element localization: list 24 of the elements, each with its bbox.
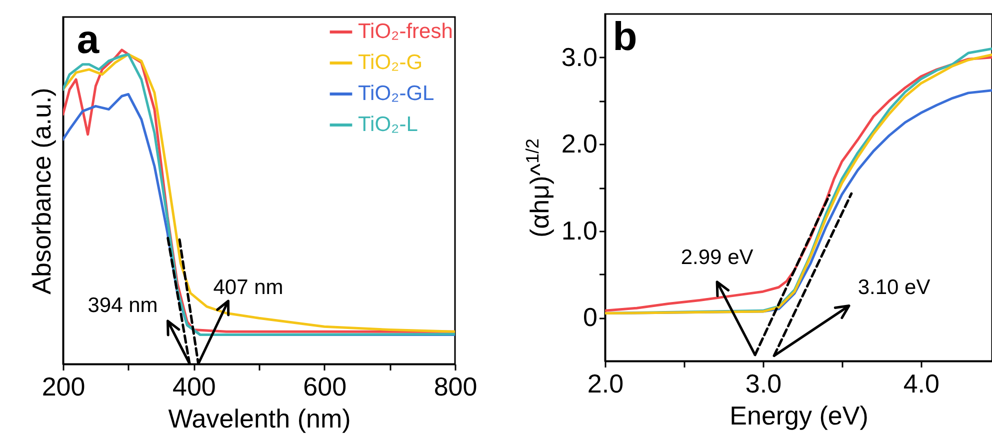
y-tick-label: 1.0	[561, 215, 598, 246]
x-axis-title: Wavelenth (nm)	[168, 404, 351, 434]
y-tick-label: 2.0	[561, 128, 598, 159]
annotation: 3.10 eV	[858, 276, 930, 299]
legend-label: TiO₂-GL	[358, 82, 434, 105]
x-tick-label: 2.0	[587, 368, 624, 398]
chart-title: a	[76, 18, 100, 62]
y-tick-label: 0	[583, 302, 598, 332]
chart-title: b	[612, 15, 638, 59]
x-tick-label: 400	[172, 372, 216, 402]
y-axis-title: Absorbance (a.u.)	[26, 88, 56, 294]
legend-label: TiO₂-fresh	[358, 20, 453, 43]
x-tick-label: 4.0	[903, 368, 940, 398]
x-tick-label: 200	[42, 372, 86, 402]
annotation: 394 nm	[88, 294, 158, 317]
legend-label: TiO₂-L	[358, 113, 418, 136]
x-tick-label: 600	[303, 372, 347, 402]
annotation: 2.99 eV	[680, 246, 754, 269]
annotation: 407 nm	[213, 276, 284, 299]
x-tick-label: 3.0	[745, 368, 782, 398]
legend-label: TiO₂-G	[358, 51, 423, 74]
x-tick-label: 800	[434, 372, 478, 402]
x-axis-title: Energy (eV)	[730, 400, 868, 430]
y-tick-label: 3.0	[561, 42, 598, 72]
